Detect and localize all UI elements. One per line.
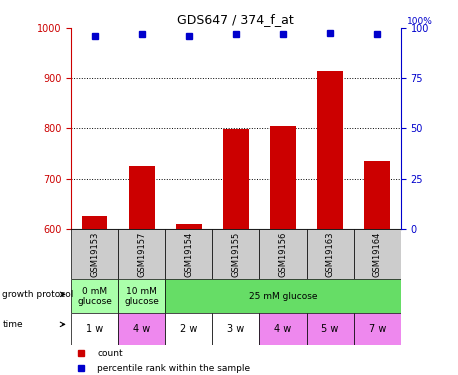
Text: time: time (2, 320, 23, 329)
Bar (118, 313, 165, 345)
Bar (165, 229, 213, 279)
Bar (259, 313, 306, 345)
Bar (270, 126, 296, 229)
Bar (259, 229, 306, 279)
Bar (118, 229, 165, 279)
Text: 4 w: 4 w (274, 324, 292, 334)
Text: GSM19164: GSM19164 (373, 231, 382, 277)
Title: GDS647 / 374_f_at: GDS647 / 374_f_at (178, 13, 294, 26)
Bar (213, 229, 259, 279)
Text: GSM19157: GSM19157 (137, 231, 146, 277)
Bar (306, 313, 354, 345)
Bar (165, 313, 213, 345)
Bar (354, 229, 401, 279)
Text: 3 w: 3 w (227, 324, 245, 334)
Text: GSM19163: GSM19163 (326, 231, 335, 277)
Bar (317, 71, 343, 229)
Bar (129, 166, 155, 229)
Text: count: count (98, 349, 123, 358)
Bar (82, 216, 108, 229)
Text: GSM19153: GSM19153 (90, 231, 99, 277)
Text: 25 mM glucose: 25 mM glucose (249, 292, 317, 301)
Text: 0 mM
glucose: 0 mM glucose (77, 286, 112, 306)
Bar (213, 313, 259, 345)
Text: 10 mM
glucose: 10 mM glucose (124, 286, 159, 306)
Text: 100%: 100% (407, 17, 433, 26)
Text: percentile rank within the sample: percentile rank within the sample (98, 364, 251, 373)
Bar (71, 313, 118, 345)
Bar (364, 161, 390, 229)
Text: GSM19154: GSM19154 (184, 231, 193, 277)
Text: 7 w: 7 w (369, 324, 386, 334)
Text: 5 w: 5 w (322, 324, 339, 334)
Bar (176, 224, 202, 229)
Bar (354, 313, 401, 345)
Text: GSM19155: GSM19155 (231, 231, 240, 277)
Bar (165, 279, 401, 313)
Bar (71, 229, 118, 279)
Bar (71, 279, 118, 313)
Text: 2 w: 2 w (180, 324, 197, 334)
Bar (306, 229, 354, 279)
Text: growth protocol: growth protocol (2, 290, 74, 299)
Text: 4 w: 4 w (133, 324, 150, 334)
Text: GSM19156: GSM19156 (278, 231, 288, 277)
Text: 1 w: 1 w (86, 324, 103, 334)
Bar (223, 129, 249, 229)
Bar (118, 279, 165, 313)
